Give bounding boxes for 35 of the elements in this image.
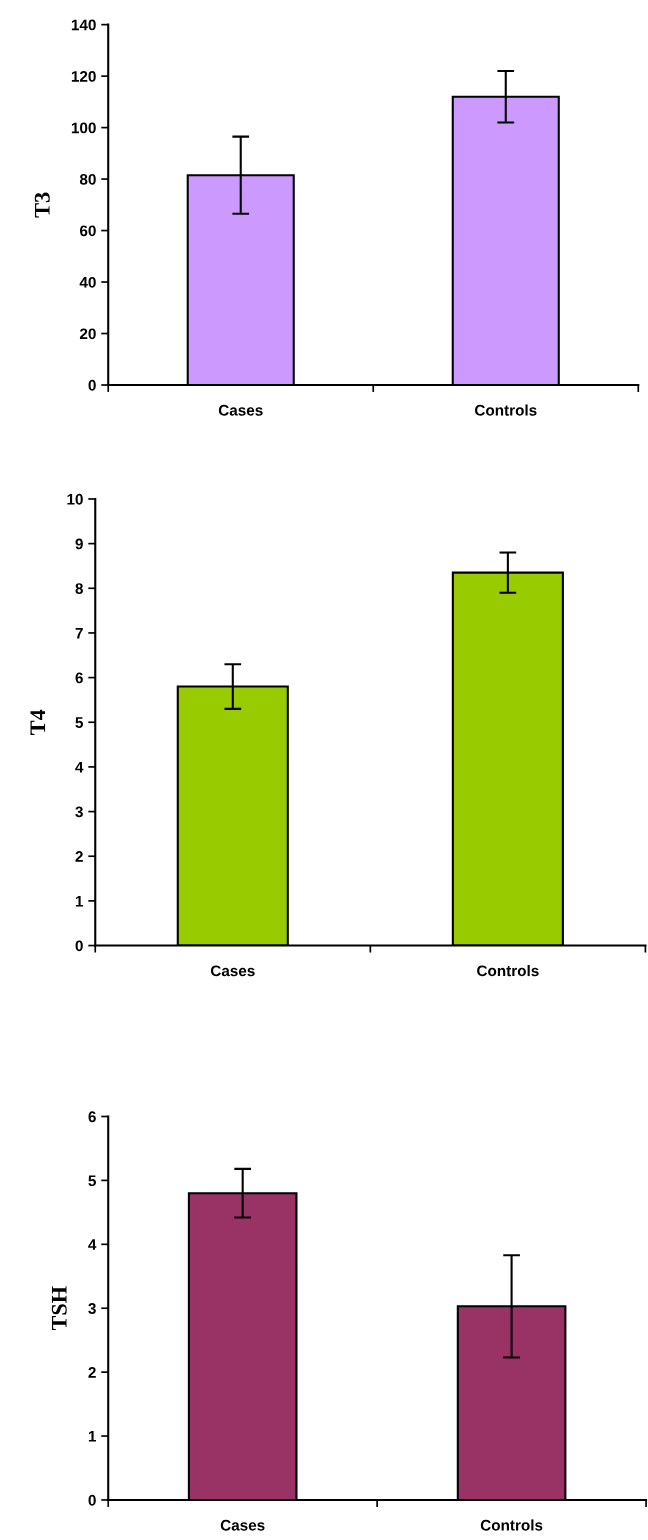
x-tick-label: Cases: [220, 1519, 265, 1531]
y-axis-title: T3: [34, 192, 50, 218]
y-tick-label: 140: [71, 19, 96, 31]
y-tick-label: 40: [79, 276, 96, 288]
y-tick-label: 4: [75, 761, 84, 773]
y-tick-label: 8: [75, 583, 83, 594]
x-tick-label: Cases: [210, 965, 255, 977]
x-tick-label: Cases: [218, 404, 263, 416]
y-tick-label: 3: [88, 1303, 96, 1314]
y-tick-label: 1: [75, 895, 84, 907]
y-tick-label: 0: [88, 1494, 96, 1506]
x-tick-label: Controls: [474, 404, 537, 416]
y-tick-label: 9: [75, 538, 83, 550]
y-tick-label: 120: [71, 70, 96, 82]
y-tick-label: 100: [71, 122, 96, 134]
x-tick-label: Controls: [477, 965, 539, 977]
y-tick-label: 6: [75, 672, 83, 684]
y-tick-label: 20: [79, 328, 96, 340]
x-tick-label: Controls: [480, 1519, 543, 1531]
y-tick-label: 0: [75, 940, 83, 952]
y-tick-label: 2: [88, 1367, 96, 1378]
y-tick-label: 80: [79, 173, 96, 185]
y-tick-label: 3: [75, 806, 83, 818]
y-tick-label: 6: [88, 1111, 96, 1123]
y-axis-title: T4: [30, 709, 46, 735]
y-tick-label: 10: [67, 493, 83, 505]
y-tick-label: 60: [79, 225, 96, 237]
y-tick-label: 5: [75, 717, 84, 728]
y-tick-label: 1: [88, 1431, 96, 1442]
y-tick-label: 2: [75, 851, 83, 862]
y-axis-title: TSH: [51, 1286, 67, 1331]
y-tick-label: 5: [88, 1175, 96, 1187]
y-tick-label: 7: [75, 627, 83, 639]
y-tick-label: 0: [88, 379, 96, 391]
y-tick-label: 4: [88, 1239, 97, 1250]
